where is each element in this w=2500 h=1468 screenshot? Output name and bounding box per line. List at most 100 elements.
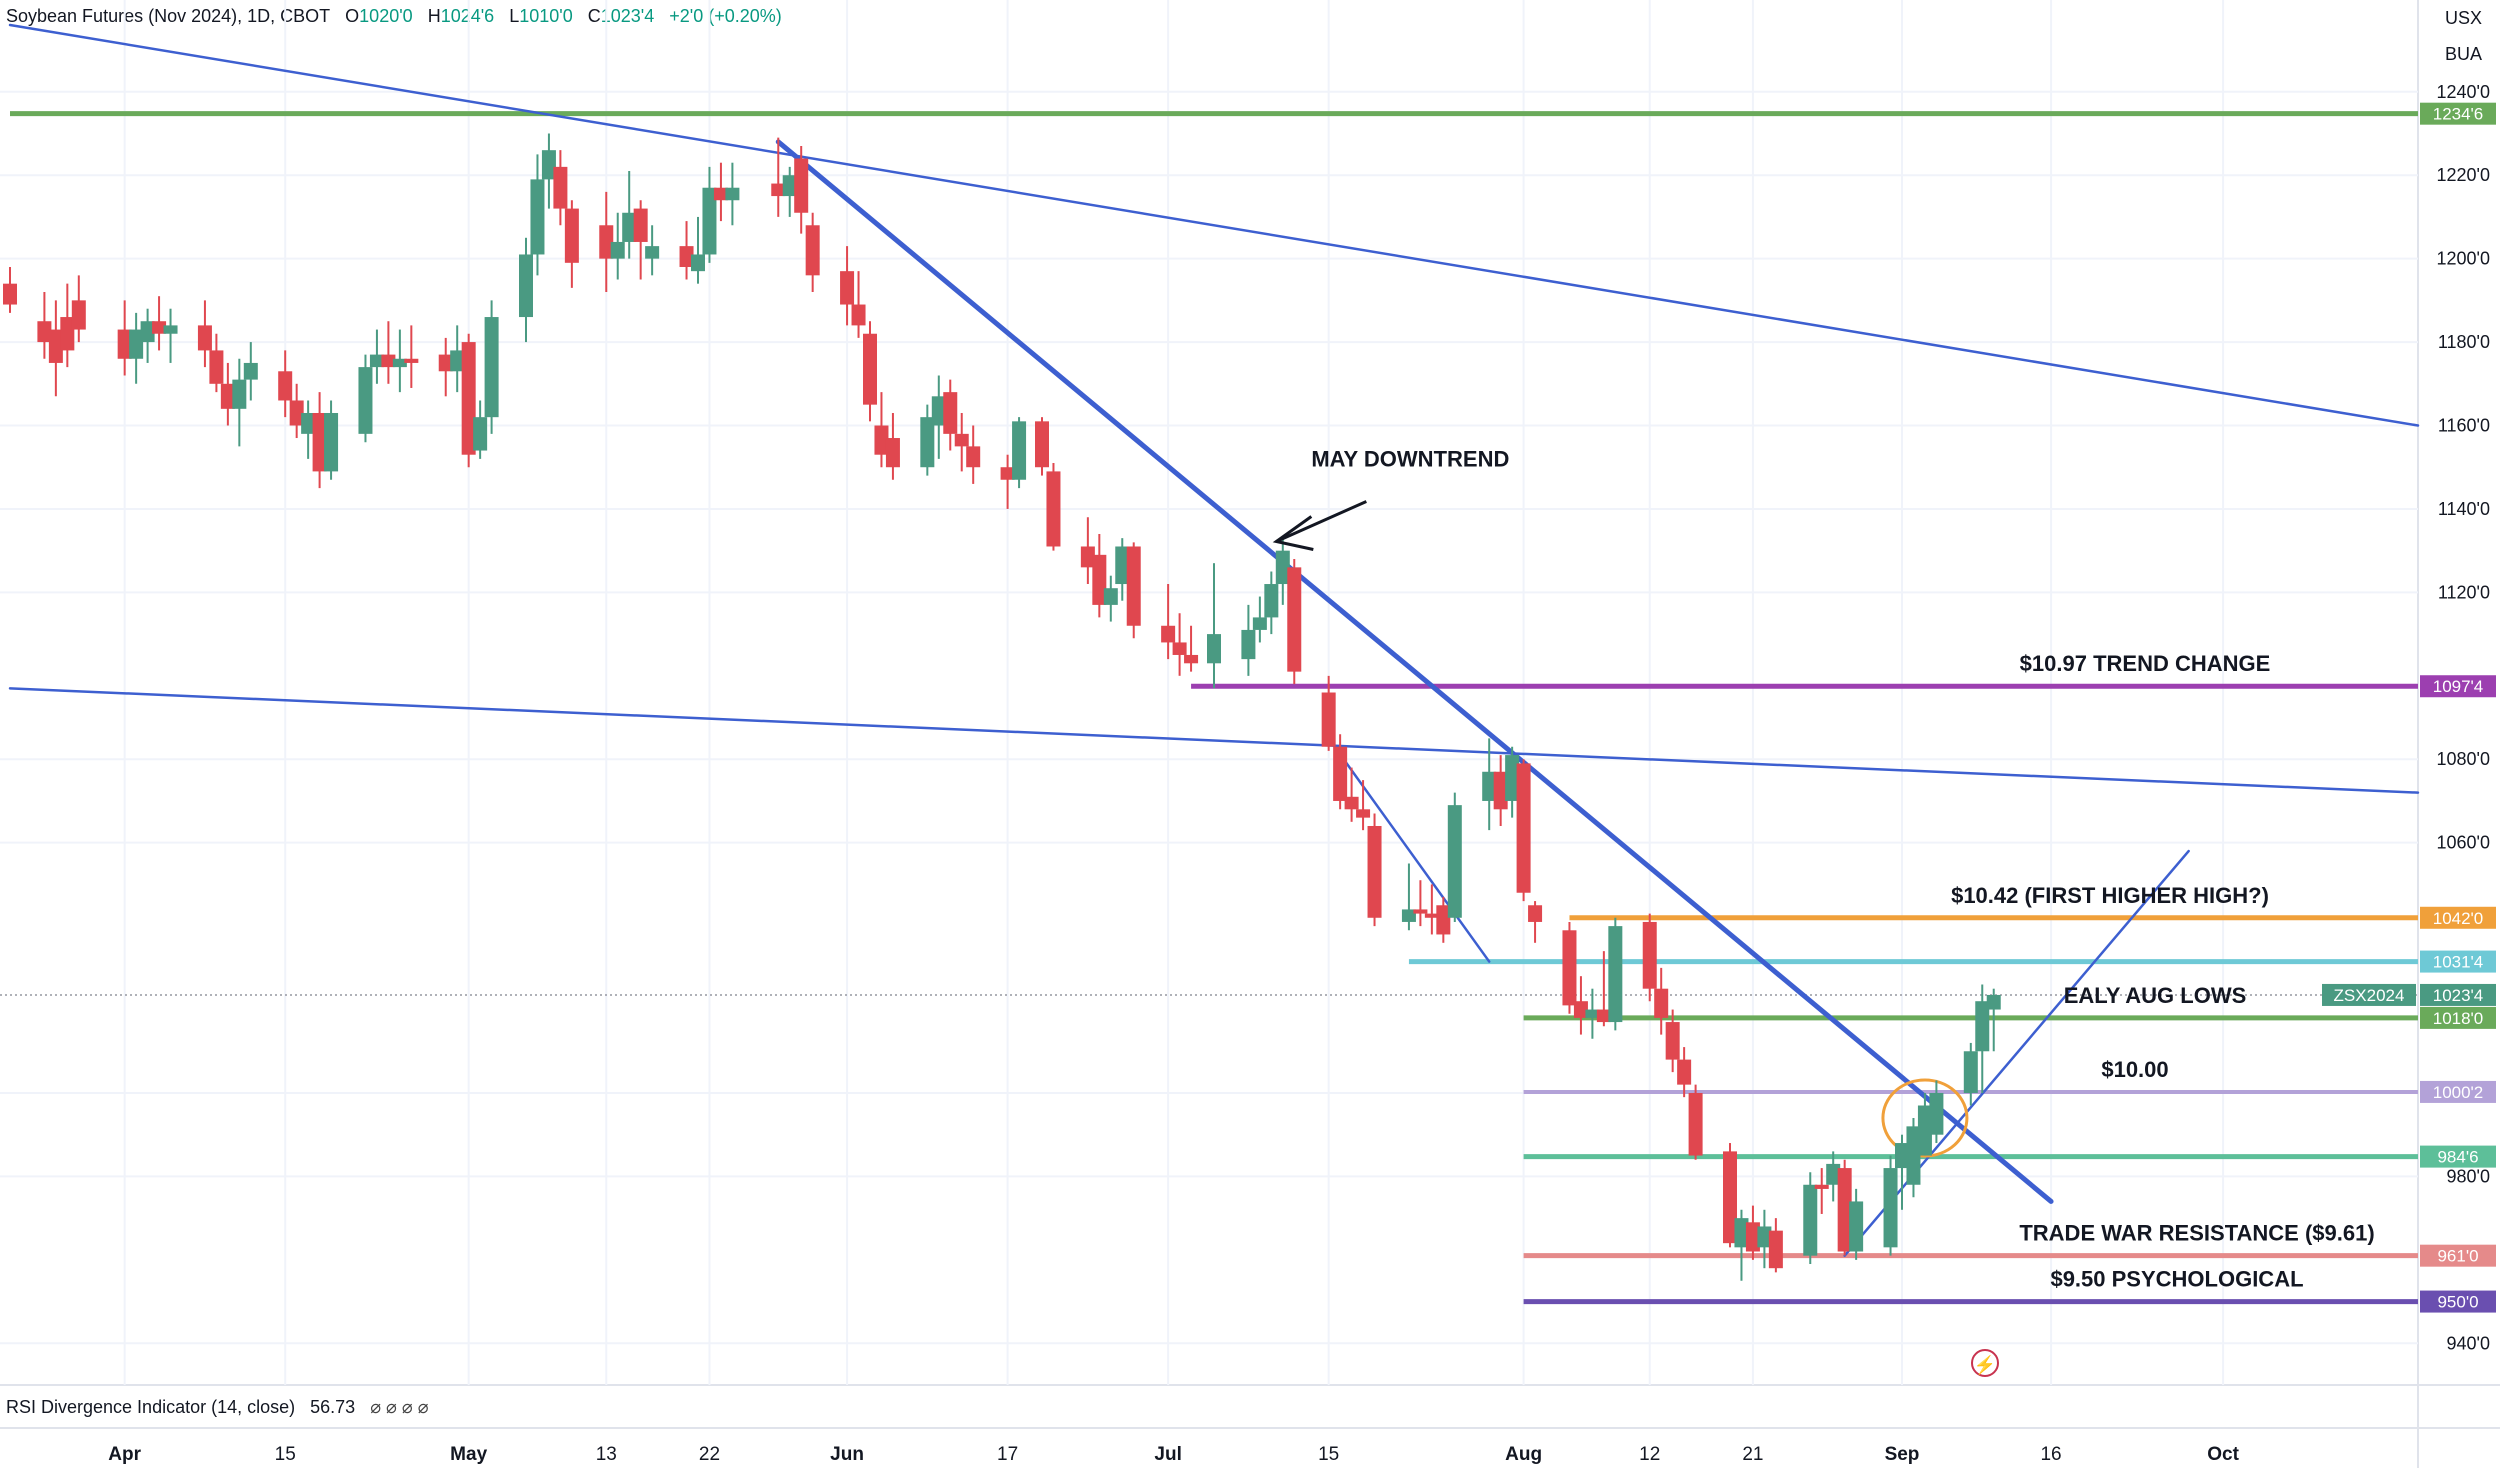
candle-body bbox=[622, 212, 637, 242]
x-tick-label: May bbox=[450, 1444, 487, 1465]
candle-body bbox=[805, 225, 820, 276]
candle-body bbox=[129, 329, 144, 359]
level-tag-label: 1042'0 bbox=[2433, 909, 2484, 928]
candle-body bbox=[358, 367, 373, 434]
x-tick-label: Jun bbox=[830, 1444, 864, 1465]
candle-body bbox=[931, 396, 946, 426]
candle-body bbox=[1241, 629, 1256, 660]
candle-body bbox=[1849, 1201, 1864, 1252]
candle-body bbox=[1035, 421, 1049, 468]
level-tag bbox=[2420, 1244, 2496, 1267]
x-tick-label: Jul bbox=[1154, 1444, 1181, 1465]
change-value: +2'0 (+0.20%) bbox=[669, 6, 782, 26]
candle-body bbox=[541, 150, 556, 180]
candle-body bbox=[1161, 625, 1176, 643]
level-tag bbox=[2420, 1006, 2496, 1029]
candle-body bbox=[702, 187, 717, 255]
low-value: 1010'0 bbox=[519, 6, 573, 26]
candle-body bbox=[450, 350, 465, 372]
candle-body bbox=[645, 246, 660, 259]
currency-unit-button[interactable]: USX bbox=[2444, 8, 2482, 28]
candle-body bbox=[553, 166, 568, 209]
candle-body bbox=[564, 208, 579, 263]
candle-body bbox=[1482, 771, 1497, 801]
quantity-unit-button[interactable]: BUA bbox=[2444, 44, 2482, 64]
candle-body bbox=[1252, 617, 1267, 630]
horizontal-levels bbox=[0, 111, 2418, 1305]
candle-body bbox=[1046, 471, 1061, 547]
y-tick-label: 1160'0 bbox=[2438, 416, 2490, 436]
price-axis: 940'0980'01000'01060'01080'01120'01140'0… bbox=[2322, 82, 2496, 1353]
candle-body bbox=[1321, 692, 1336, 747]
candle-body bbox=[1000, 467, 1015, 480]
candle-body bbox=[840, 271, 855, 305]
candle-body bbox=[1803, 1184, 1818, 1256]
candle-body bbox=[117, 329, 132, 359]
candle-body bbox=[1264, 584, 1279, 618]
candle-body bbox=[220, 383, 235, 409]
candle-body bbox=[1356, 809, 1371, 818]
y-tick-label: 1080'0 bbox=[2437, 749, 2491, 769]
candle-body bbox=[1080, 546, 1095, 568]
candle-body bbox=[1975, 1001, 1990, 1052]
candle-body bbox=[209, 350, 224, 384]
candle-body bbox=[1642, 921, 1657, 989]
x-tick-label: 21 bbox=[1742, 1444, 1763, 1465]
level-label: $10.00 bbox=[2101, 1057, 2168, 1082]
candle-body bbox=[1837, 1168, 1852, 1252]
candle-body bbox=[1826, 1163, 1841, 1185]
lightning-icon[interactable]: ⚡ bbox=[1971, 1349, 1999, 1377]
high-value: 1024'6 bbox=[440, 6, 495, 26]
trendline bbox=[8, 687, 2420, 794]
candle-body bbox=[1447, 805, 1462, 918]
candle-body bbox=[1883, 1168, 1898, 1248]
level-labels: MAY DOWNTREND $10.97 TREND CHANGE $10.42 (… bbox=[1272, 446, 2375, 1292]
candle-body bbox=[1963, 1051, 1978, 1093]
candle-body bbox=[1516, 763, 1531, 893]
candle-body bbox=[1126, 546, 1141, 626]
current-price-tag bbox=[2420, 983, 2496, 1006]
candle-body bbox=[771, 183, 786, 197]
x-tick-label: Oct bbox=[2207, 1444, 2239, 1465]
candle-body bbox=[1585, 1009, 1600, 1018]
x-tick-label: 16 bbox=[2040, 1444, 2061, 1465]
annotation-label: MAY DOWNTREND bbox=[1311, 446, 1509, 471]
candle-body bbox=[37, 321, 52, 343]
candle-body bbox=[438, 354, 453, 372]
candle-body bbox=[610, 241, 625, 259]
current-price-tag-label: 1023'4 bbox=[2433, 986, 2484, 1005]
candle-body bbox=[381, 354, 396, 368]
candle-body bbox=[954, 433, 969, 447]
trendline bbox=[775, 139, 2054, 1204]
level-label: $10.97 TREND CHANGE bbox=[2020, 651, 2271, 676]
indicator-name: RSI Divergence Indicator (14, close) bbox=[6, 1397, 296, 1417]
candle-body bbox=[1344, 796, 1359, 810]
indicator-settings-icons[interactable]: ⌀ ⌀ ⌀ ⌀ bbox=[370, 1397, 429, 1417]
candle-body bbox=[289, 400, 304, 426]
candle-body bbox=[1677, 1059, 1692, 1085]
candle-body bbox=[851, 304, 866, 326]
candle-body bbox=[1493, 771, 1508, 810]
level-tag-label: 1000'2 bbox=[2433, 1083, 2484, 1102]
candle-body bbox=[71, 300, 86, 330]
x-tick-label: Aug bbox=[1505, 1444, 1542, 1465]
y-tick-label: 1180'0 bbox=[2438, 332, 2490, 352]
symbol-title: Soybean Futures (Nov 2024), 1D, CBOT bbox=[6, 6, 331, 26]
x-tick-label: 17 bbox=[997, 1444, 1018, 1465]
symbol-tag-label: ZSX2024 bbox=[2334, 986, 2405, 1005]
candle-body bbox=[519, 254, 533, 318]
candle-body bbox=[874, 425, 889, 455]
level-tag bbox=[2420, 1145, 2496, 1168]
candle-body bbox=[599, 225, 614, 259]
candle-body bbox=[679, 246, 694, 267]
candle-body bbox=[1814, 1184, 1829, 1189]
candle-body bbox=[1734, 1218, 1749, 1248]
candle-body bbox=[60, 317, 75, 351]
candle-body bbox=[794, 158, 809, 213]
candle-body bbox=[312, 412, 327, 472]
candle-body bbox=[232, 379, 247, 409]
candle-body bbox=[1745, 1222, 1760, 1252]
candle-body bbox=[1115, 546, 1130, 585]
level-tag bbox=[2420, 1290, 2496, 1313]
